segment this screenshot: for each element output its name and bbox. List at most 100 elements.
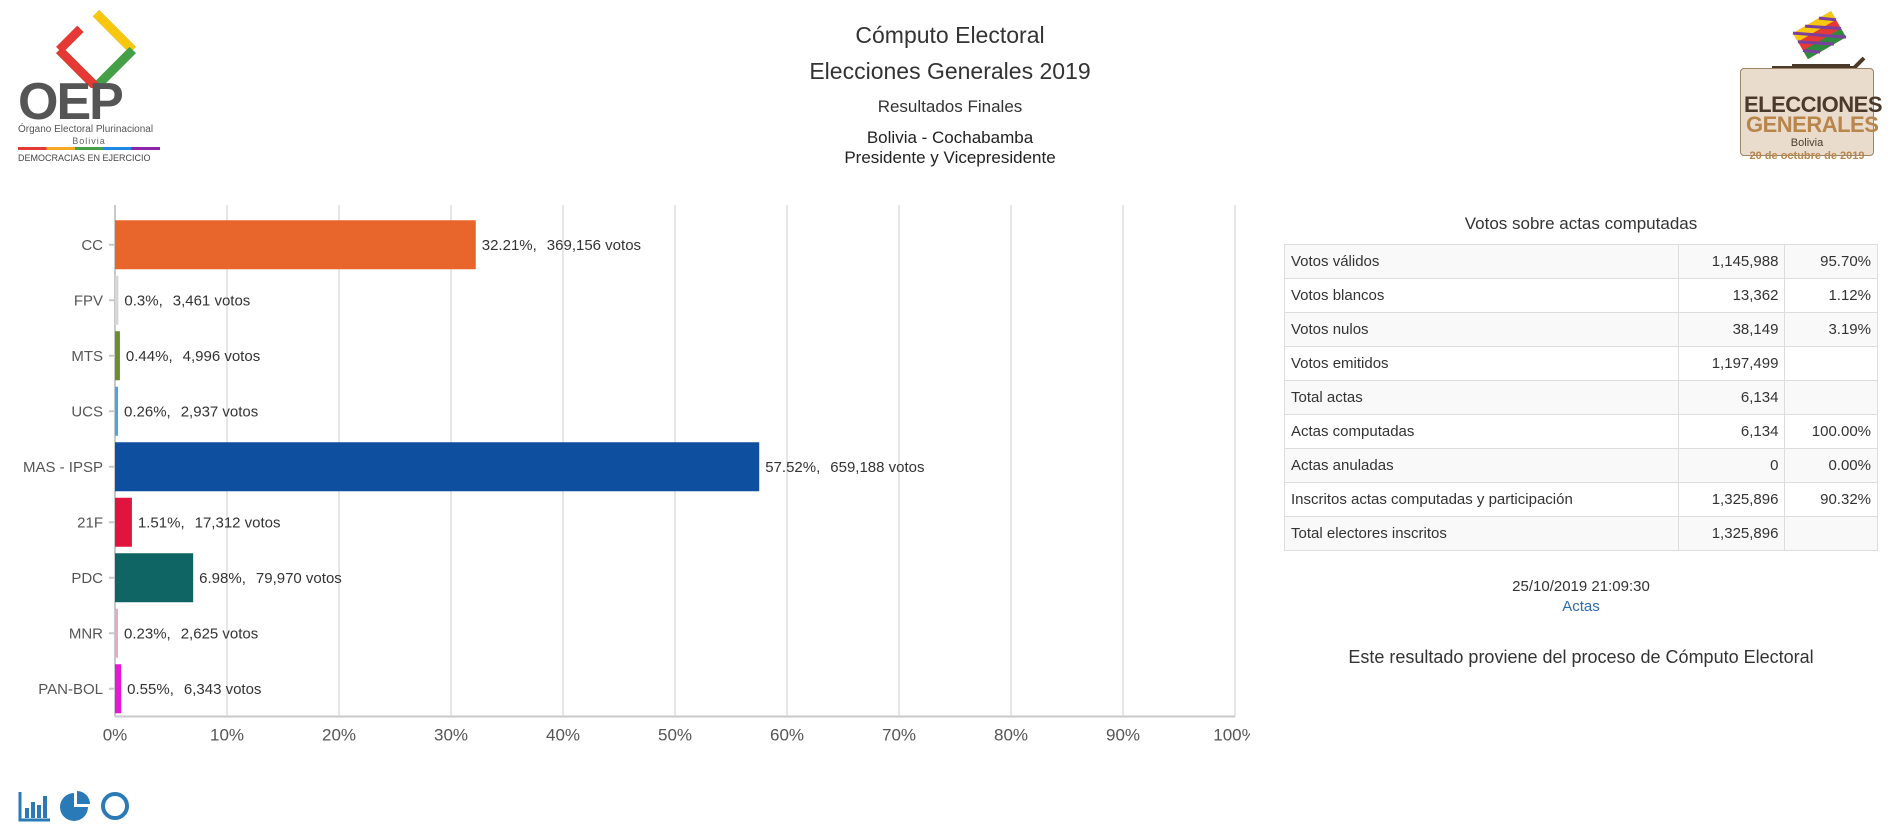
row-percent bbox=[1784, 516, 1878, 551]
category-label: MTS bbox=[71, 348, 103, 365]
category-label: PDC bbox=[71, 570, 103, 587]
x-tick-label: 60% bbox=[770, 726, 804, 745]
data-label-votes: 4,996 votos bbox=[183, 348, 261, 365]
votes-table: Votos válidos 1,145,988 95.70% Votos blanco… bbox=[1283, 244, 1878, 551]
data-label-percent: 1.51% bbox=[138, 514, 181, 531]
data-label-votes: 369,156 votos bbox=[547, 237, 641, 254]
row-label: Votos válidos bbox=[1283, 244, 1680, 279]
bar-ucs bbox=[115, 386, 118, 436]
results-source-note: Este resultado proviene del proceso de C… bbox=[1348, 647, 1814, 667]
oep-color-stripe bbox=[18, 147, 160, 150]
elecciones-generales-logo: ELECCIONES GENERALES Bolivia 20 de octub… bbox=[1738, 10, 1883, 162]
x-tick-label: 100% bbox=[1213, 726, 1250, 745]
bar-cc bbox=[115, 220, 476, 270]
row-label: Inscritos actas computadas y participaci… bbox=[1283, 482, 1680, 517]
row-percent: 1.12% bbox=[1784, 278, 1878, 313]
row-percent bbox=[1784, 346, 1878, 381]
oep-emblem-icon bbox=[52, 10, 140, 88]
x-tick-label: 30% bbox=[434, 726, 468, 745]
logo-date: 20 de octubre de 2019 bbox=[1749, 150, 1865, 162]
page-subtitle: Elecciones Generales 2019 bbox=[809, 58, 1091, 84]
x-tick-label: 90% bbox=[1106, 726, 1140, 745]
row-label: Votos nulos bbox=[1283, 312, 1680, 347]
data-label-votes: 6,343 votos bbox=[184, 681, 262, 698]
table-row: Votos blancos 13,362 1.12% bbox=[1283, 278, 1878, 313]
table-row: Actas computadas 6,134 100.00% bbox=[1283, 414, 1878, 449]
row-count: 1,145,988 bbox=[1678, 244, 1786, 279]
row-count: 13,362 bbox=[1678, 278, 1786, 313]
row-count: 0 bbox=[1678, 448, 1786, 483]
category-label: MAS - IPSP bbox=[23, 459, 103, 476]
x-tick-label: 70% bbox=[882, 726, 916, 745]
row-label: Total actas bbox=[1283, 380, 1680, 415]
row-label: Votos emitidos bbox=[1283, 346, 1680, 381]
category-label: FPV bbox=[74, 292, 103, 309]
x-tick-label: 0% bbox=[103, 726, 128, 745]
bar-pan-bol bbox=[115, 664, 122, 714]
pie-chart-icon[interactable] bbox=[58, 790, 92, 822]
data-label: 0.44%, 4,996 votos bbox=[126, 348, 260, 365]
category-label: PAN-BOL bbox=[38, 681, 103, 698]
bar-chart-icon[interactable] bbox=[18, 790, 52, 822]
data-label-votes: 17,312 votos bbox=[195, 514, 281, 531]
results-status: Resultados Finales bbox=[877, 97, 1023, 116]
location-label: Bolivia - Cochabamba bbox=[866, 128, 1034, 147]
data-label: 1.51%, 17,312 votos bbox=[138, 514, 281, 531]
x-tick-label: 80% bbox=[994, 726, 1028, 745]
data-label-percent: 0.26% bbox=[124, 403, 167, 420]
bar-mts bbox=[115, 331, 120, 381]
chart-type-switcher bbox=[18, 790, 132, 822]
row-count: 1,325,896 bbox=[1678, 482, 1786, 517]
data-label: 0.26%, 2,937 votos bbox=[124, 403, 258, 420]
row-percent: 0.00% bbox=[1784, 448, 1878, 483]
category-label: UCS bbox=[71, 403, 103, 420]
table-row: Total actas 6,134 bbox=[1283, 380, 1878, 415]
table-row: Total electores inscritos 1,325,896 bbox=[1283, 516, 1878, 551]
row-percent bbox=[1784, 380, 1878, 415]
timestamp: 25/10/2019 21:09:30 bbox=[1512, 578, 1650, 595]
oep-letters: OEP bbox=[18, 73, 124, 131]
table-row: Votos emitidos 1,197,499 bbox=[1283, 346, 1878, 381]
x-tick-label: 50% bbox=[658, 726, 692, 745]
data-label-votes: 2,625 votos bbox=[181, 625, 259, 642]
votes-panel: Votos sobre actas computadas Votos válid… bbox=[1283, 212, 1878, 669]
bar-pdc bbox=[115, 553, 194, 603]
data-label-percent: 0.44% bbox=[126, 348, 169, 365]
row-percent: 100.00% bbox=[1784, 414, 1878, 449]
data-label-votes: 3,461 votos bbox=[173, 292, 251, 309]
data-label-votes: 2,937 votos bbox=[181, 403, 259, 420]
data-label: 0.3%, 3,461 votos bbox=[124, 292, 250, 309]
category-label: 21F bbox=[77, 514, 103, 531]
actas-link[interactable]: Actas bbox=[1562, 598, 1600, 615]
oep-tagline: DEMOCRACIAS EN EJERCICIO bbox=[18, 153, 151, 163]
bar-mas-ipsp bbox=[115, 442, 760, 492]
donut-chart-icon[interactable] bbox=[98, 790, 132, 822]
data-label: 57.52%, 659,188 votos bbox=[765, 459, 924, 476]
row-count: 6,134 bbox=[1678, 414, 1786, 449]
logo-line-1: ELECCIONES bbox=[1744, 92, 1883, 117]
row-label: Votos blancos bbox=[1283, 278, 1680, 313]
votes-table-title: Votos sobre actas computadas bbox=[1464, 214, 1698, 233]
data-label-percent: 0.55% bbox=[127, 681, 170, 698]
logo-line-2: GENERALES bbox=[1746, 112, 1879, 137]
oep-name: Órgano Electoral Plurinacional bbox=[18, 124, 154, 135]
data-label-percent: 57.52% bbox=[765, 459, 816, 476]
table-row: Votos nulos 38,149 3.19% bbox=[1283, 312, 1878, 347]
table-row: Actas anuladas 0 0.00% bbox=[1283, 448, 1878, 483]
data-label: 0.23%, 2,625 votos bbox=[124, 625, 258, 642]
page-title: Cómputo Electoral bbox=[855, 22, 1045, 48]
data-label-percent: 32.21% bbox=[482, 237, 533, 254]
data-label-percent: 6.98% bbox=[199, 570, 242, 587]
row-count: 1,325,896 bbox=[1678, 516, 1786, 551]
bar-fpv bbox=[115, 275, 119, 325]
row-percent: 90.32% bbox=[1784, 482, 1878, 517]
oep-country: Bolivia bbox=[72, 136, 106, 146]
data-label-votes: 659,188 votos bbox=[830, 459, 924, 476]
data-label-percent: 0.23% bbox=[124, 625, 167, 642]
row-percent: 95.70% bbox=[1784, 244, 1878, 279]
ballot-box bbox=[1740, 68, 1874, 156]
data-label: 0.55%, 6,343 votos bbox=[127, 681, 261, 698]
data-label: 32.21%, 369,156 votos bbox=[482, 237, 641, 254]
row-count: 38,149 bbox=[1678, 312, 1786, 347]
row-label: Total electores inscritos bbox=[1283, 516, 1680, 551]
